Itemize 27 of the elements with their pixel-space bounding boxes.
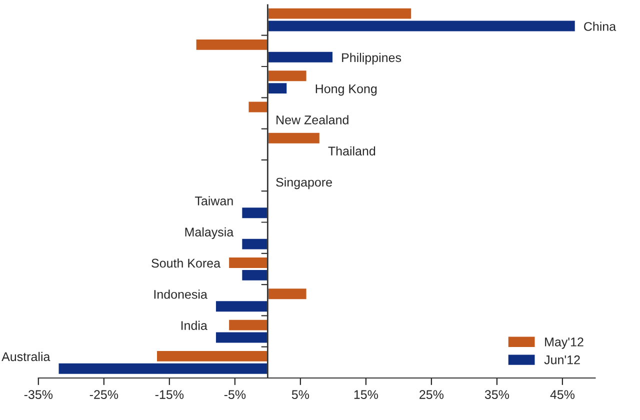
x-tick-label: 25%: [420, 390, 444, 399]
y-tick-label: New Zealand: [276, 115, 348, 124]
x-tick-label: 5%: [292, 390, 310, 399]
bar: [247, 100, 268, 114]
x-tick-label: -15%: [155, 390, 184, 399]
legend-label: Jun'12: [544, 355, 580, 364]
x-tick-label: 45%: [550, 390, 575, 399]
x-tick-label: 15%: [354, 390, 378, 399]
bar: [240, 206, 268, 220]
y-tick-label: South Korea: [152, 258, 221, 268]
x-tick-label: -25%: [90, 390, 118, 399]
y-tick-label: China: [584, 22, 616, 31]
y-tick-label: Malaysia: [185, 227, 234, 239]
x-tick-label: -5%: [224, 390, 246, 399]
y-tick-label: Indonesia: [154, 290, 208, 299]
legend-label: May'12: [545, 338, 584, 349]
bar: [266, 132, 321, 145]
y-tick-label: Philippines: [342, 52, 402, 65]
bar: [240, 237, 268, 251]
x-tick-label: -35%: [24, 390, 53, 399]
y-tick-label: Thailand: [328, 146, 376, 156]
x-tick-label: 35%: [484, 390, 510, 399]
y-tick-label: Singapore: [276, 177, 332, 190]
y-tick-label: Taiwan: [194, 196, 233, 206]
y-tick-label: India: [181, 320, 208, 330]
y-tick-label: Australia: [2, 352, 50, 362]
y-tick-label: Hong Kong: [316, 84, 377, 96]
